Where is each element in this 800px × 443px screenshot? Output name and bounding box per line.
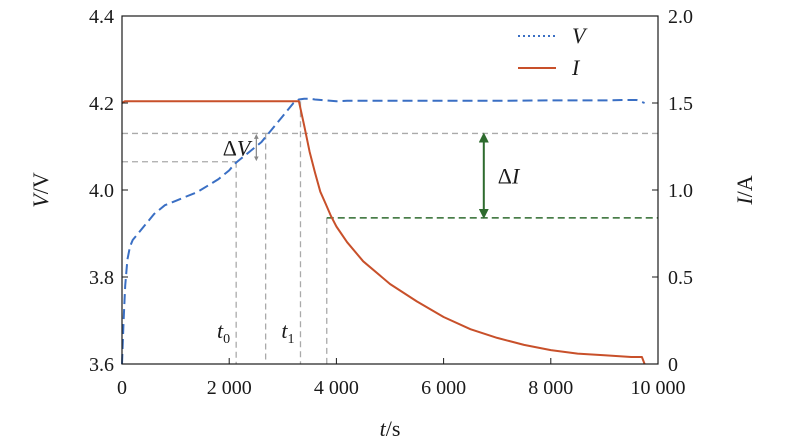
y-axis-left-unit: /V	[28, 172, 53, 194]
x-axis-var: t	[380, 416, 387, 441]
y-axis-right-title: I/A	[732, 175, 757, 205]
x-tick-label: 8 000	[528, 377, 573, 399]
y-left-tick-label: 3.8	[89, 267, 114, 289]
delta-i-var: I	[511, 164, 521, 189]
legend-i-label: I	[571, 55, 581, 80]
y-right-tick-label: 0.5	[668, 267, 693, 289]
x-tick-label: 0	[117, 377, 127, 399]
y-axis-left: 3.6 3.8 4.0 4.2 4.4	[89, 6, 128, 376]
y-axis-left-var: V	[28, 192, 53, 208]
y-axis-left-title: V/V	[28, 172, 53, 208]
y-right-tick-label: 2.0	[668, 6, 693, 28]
delta-i-prefix: Δ	[498, 164, 512, 189]
y-left-tick-label: 3.6	[89, 354, 114, 376]
delta-i-label: ΔI	[498, 164, 521, 189]
x-axis-title: t/s	[380, 416, 401, 441]
x-tick-label: 2 000	[207, 377, 252, 399]
t1-label: t1	[281, 318, 294, 347]
annotations: ΔV ΔI t0 t1	[217, 132, 521, 347]
x-axis-unit: /s	[386, 416, 401, 441]
y-right-tick-label: 1.5	[668, 93, 693, 115]
delta-v-var: V	[237, 136, 253, 161]
y-left-tick-label: 4.2	[89, 93, 114, 115]
t1-sub: 1	[287, 332, 294, 347]
x-tick-label: 6 000	[421, 377, 466, 399]
series-v-line	[121, 97, 645, 365]
t1-var: t	[281, 318, 288, 343]
delta-v-label: ΔV	[223, 136, 253, 161]
delta-v-prefix: Δ	[223, 136, 237, 161]
series-i-line	[121, 100, 646, 365]
series-layer	[121, 97, 646, 365]
y-right-tick-label: 0	[668, 354, 678, 376]
y-axis-right: 0 0.5 1.0 1.5 2.0	[652, 6, 693, 376]
legend-v-label: V	[572, 23, 588, 48]
x-tick-label: 10 000	[631, 377, 686, 399]
t0-sub: 0	[223, 332, 230, 347]
x-axis: 0 2 000 4 000 6 000 8 000 10 000	[117, 358, 686, 399]
y-left-tick-label: 4.0	[89, 180, 114, 202]
y-left-tick-label: 4.4	[89, 6, 114, 28]
x-tick-label: 4 000	[314, 377, 359, 399]
y-right-tick-label: 1.0	[668, 180, 693, 202]
legend: V I	[518, 23, 588, 80]
y-axis-right-var: I	[732, 196, 757, 206]
t0-var: t	[217, 318, 224, 343]
y-axis-right-unit: /A	[732, 175, 757, 197]
reference-lines	[122, 101, 658, 364]
t0-label: t0	[217, 318, 230, 347]
